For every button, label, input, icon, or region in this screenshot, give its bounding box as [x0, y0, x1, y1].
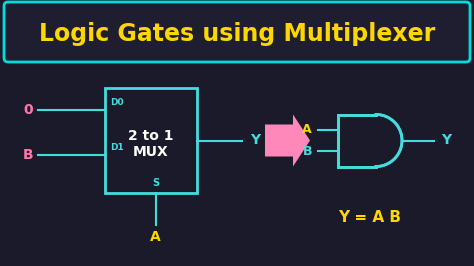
Text: Logic Gates using Multiplexer: Logic Gates using Multiplexer [39, 22, 435, 46]
Text: A: A [302, 123, 312, 136]
Text: 2 to 1: 2 to 1 [128, 128, 174, 143]
Bar [105, 88, 197, 193]
FancyBboxPatch shape [4, 2, 470, 62]
Text: D0: D0 [110, 98, 124, 107]
Polygon shape [265, 114, 310, 167]
Text: A: A [150, 230, 161, 244]
Text: D1: D1 [110, 143, 124, 152]
Text: S: S [152, 178, 159, 188]
Text: Y: Y [441, 134, 451, 148]
Text: Y = A B: Y = A B [338, 210, 401, 226]
Text: B: B [23, 148, 33, 162]
Text: B: B [302, 145, 312, 158]
Text: 0: 0 [23, 103, 33, 117]
Text: Y: Y [250, 134, 260, 148]
Polygon shape [338, 114, 402, 167]
Text: MUX: MUX [133, 146, 169, 160]
